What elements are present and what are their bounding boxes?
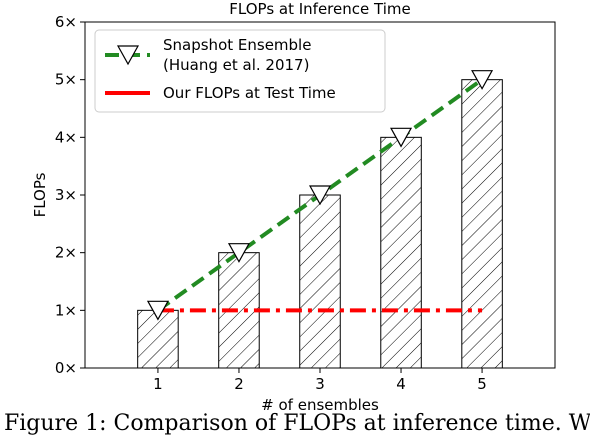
legend-label-ours: Our FLOPs at Test Time [163, 84, 336, 102]
x-tick-label: 5 [477, 375, 487, 393]
x-tick-label: 2 [234, 375, 244, 393]
legend: Snapshot Ensemble (Huang et al. 2017) Our … [94, 29, 386, 113]
x-tick-label: 4 [396, 375, 406, 393]
bar [380, 136, 422, 369]
series-marker [471, 70, 494, 90]
bar [461, 79, 503, 369]
y-tick-label: 4× [55, 128, 77, 146]
y-axis-label: FLOPs [31, 172, 49, 217]
series-marker [227, 243, 250, 263]
legend-box [94, 29, 386, 113]
x-tick-label: 1 [153, 375, 163, 393]
series-marker [390, 127, 413, 148]
series-marker [146, 300, 169, 321]
legend-marker-snapshot [116, 45, 140, 66]
legend-label-snapshot-citation: (Huang et al. 2017) [163, 56, 309, 74]
chart-title: FLOPs at Inference Time [229, 0, 410, 18]
legend-label-snapshot: Snapshot Ensemble [163, 36, 311, 54]
x-tick-label: 3 [315, 375, 325, 393]
bar [299, 194, 341, 369]
x-axis-label: # of ensembles [261, 396, 379, 414]
y-tick-label: 6× [55, 13, 77, 31]
y-tick-label: 3× [55, 186, 77, 204]
figure-caption: Figure 1: Comparison of FLOPs at inferen… [4, 411, 590, 436]
y-tick-label: 2× [55, 244, 77, 262]
plot-area: 0× 1× 2× 3× 4× 5× 6× 1 2 3 4 5 [55, 13, 556, 393]
y-tick-label: 0× [55, 359, 77, 377]
y-tick-label: 1× [55, 301, 77, 319]
series-marker [308, 185, 332, 206]
y-tick-label: 5× [55, 71, 77, 89]
